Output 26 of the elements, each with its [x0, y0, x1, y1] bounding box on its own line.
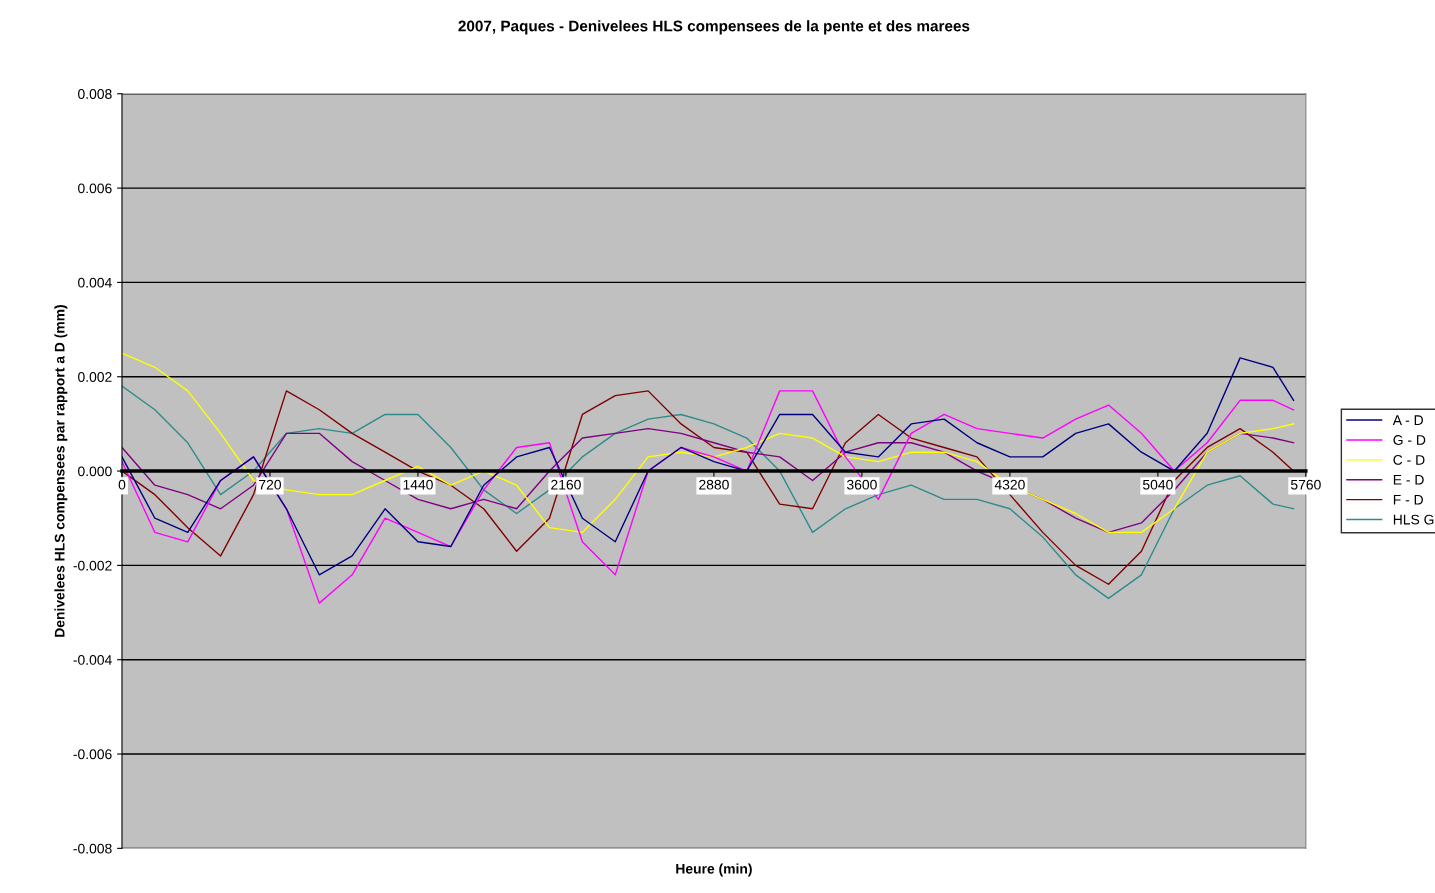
- y-tick-label: 0.008: [78, 89, 112, 99]
- legend-label: E - D: [1393, 475, 1424, 485]
- x-tick-label: 5760: [1290, 479, 1321, 490]
- chart-title: 2007, Paques - Denivelees HLS compensees de la pente et des marees: [458, 20, 970, 35]
- y-tick-label: -0.008: [73, 843, 112, 854]
- y-tick-label: 0.000: [78, 466, 112, 477]
- x-axis-title: Heure (min): [676, 863, 752, 877]
- x-tick-label: 2160: [551, 479, 581, 490]
- x-tick-label: 5040: [1142, 479, 1173, 490]
- x-tick-label: 3600: [846, 479, 877, 490]
- legend-label: F - D: [1393, 494, 1423, 505]
- y-tick-label: -0.002: [73, 560, 112, 571]
- y-tick-label: 0.002: [78, 372, 112, 382]
- x-tick-label: 720: [259, 479, 281, 490]
- legend-label: HLS G: [1393, 514, 1434, 525]
- x-tick-label: 0: [118, 479, 126, 490]
- y-tick-label: -0.004: [73, 655, 112, 665]
- legend-label: A - D: [1392, 415, 1423, 425]
- x-tick-label: 2880: [699, 479, 729, 490]
- y-tick-label: 0.004: [78, 277, 112, 288]
- legend-label: C - D: [1393, 455, 1425, 465]
- y-axis-title: Denivelees HLS compensees par rapport a D (mm): [54, 305, 68, 637]
- y-tick-label: -0.006: [73, 749, 112, 760]
- x-tick-label: 1440: [403, 479, 433, 490]
- legend-label: G - D: [1393, 435, 1426, 445]
- y-tick-label: 0.006: [78, 183, 112, 194]
